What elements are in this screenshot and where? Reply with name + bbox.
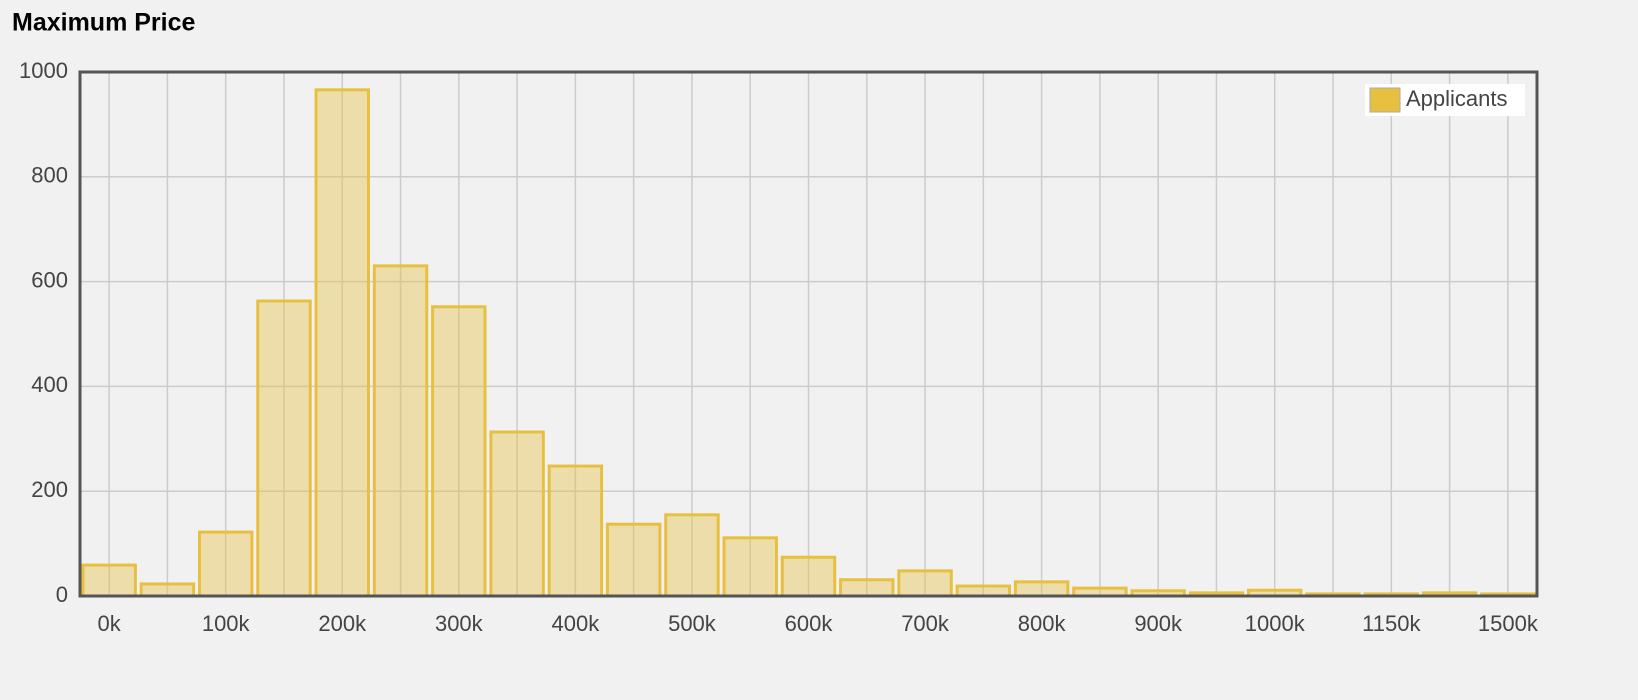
- x-tick-label: 100k: [202, 611, 251, 636]
- x-tick-label: 0k: [98, 611, 122, 636]
- bar: [256, 299, 312, 598]
- bar: [897, 569, 953, 598]
- y-tick-label: 200: [31, 477, 68, 502]
- plot-frame: [78, 70, 1539, 598]
- bar: [139, 582, 196, 598]
- x-tick-label: 200k: [318, 611, 367, 636]
- bar: [372, 264, 429, 598]
- y-tick-label: 800: [31, 163, 68, 188]
- bar: [489, 430, 545, 598]
- legend-swatch: [1369, 87, 1401, 113]
- chart-title: Maximum Price: [12, 9, 196, 37]
- x-tick-label: 600k: [785, 611, 834, 636]
- x-tick-label: 500k: [668, 611, 717, 636]
- bar: [839, 578, 895, 598]
- legend-label: Applicants: [1406, 86, 1508, 111]
- x-tick-label: 800k: [1018, 611, 1067, 636]
- y-tick-label: 600: [31, 267, 68, 292]
- bar: [605, 522, 662, 598]
- bar: [664, 513, 720, 598]
- bar: [1013, 580, 1070, 598]
- bar: [547, 464, 604, 598]
- x-tick-label: 700k: [901, 611, 950, 636]
- bar: [81, 563, 137, 598]
- x-tick-label: 1500k: [1478, 611, 1539, 636]
- bar: [780, 555, 837, 598]
- bar: [722, 536, 778, 598]
- x-tick-label: 400k: [552, 611, 601, 636]
- bar: [431, 305, 487, 598]
- x-tick-label: 1000k: [1245, 611, 1306, 636]
- y-tick-label: 400: [31, 372, 68, 397]
- x-tick-label: 300k: [435, 611, 484, 636]
- x-tick-label: 1150k: [1362, 611, 1421, 636]
- x-tick-label: 900k: [1134, 611, 1183, 636]
- bar: [314, 88, 370, 598]
- y-tick-label: 0: [56, 582, 68, 607]
- bar: [197, 530, 254, 598]
- y-tick-label: 1000: [19, 58, 68, 83]
